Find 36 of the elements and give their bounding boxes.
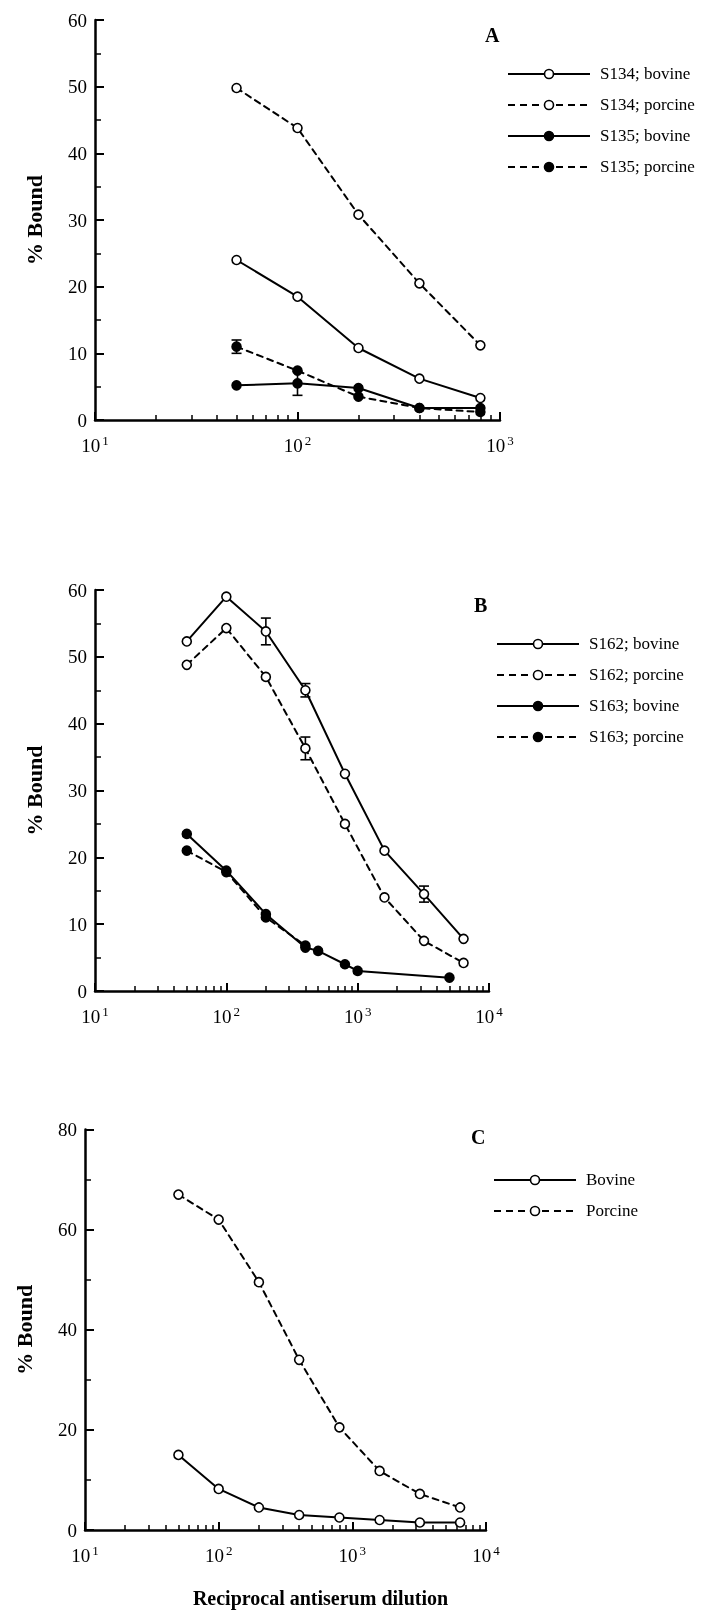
y-axis-title: % Bound xyxy=(21,175,47,265)
y-tick-label: 80 xyxy=(58,1119,77,1140)
y-tick-label: 60 xyxy=(68,9,87,31)
legend-label: S163; bovine xyxy=(589,695,680,716)
y-tick-label: 10 xyxy=(68,342,87,364)
y-tick-label: 0 xyxy=(77,409,87,431)
y-tick-label: 0 xyxy=(67,1519,77,1541)
legend-label: S134; bovine xyxy=(600,63,691,84)
legend-label: S135; porcine xyxy=(600,156,695,177)
legend-label: Porcine xyxy=(586,1200,638,1221)
chart-title: A xyxy=(485,24,500,46)
y-tick-label: 50 xyxy=(68,646,87,668)
y-tick-label: 40 xyxy=(58,1319,77,1341)
y-tick-label: 50 xyxy=(68,76,87,98)
y-tick-label: 20 xyxy=(68,846,87,868)
legend-label: S162; porcine xyxy=(589,664,684,685)
legend-label: S163; porcine xyxy=(589,726,684,747)
y-axis-title: % Bound xyxy=(21,745,47,836)
y-tick-label: 30 xyxy=(68,780,87,801)
x-axis-title: Reciprocal antiserum dilution xyxy=(192,1587,449,1610)
y-tick-label: 10 xyxy=(68,913,87,935)
y-axis-title: % Bound xyxy=(11,1284,37,1375)
y-tick-label: 40 xyxy=(68,713,87,735)
y-tick-label: 0 xyxy=(77,980,87,1002)
legend-label: S134; porcine xyxy=(600,94,695,115)
legend-label: Bovine xyxy=(586,1169,636,1190)
y-tick-label: 40 xyxy=(68,142,87,164)
y-tick-label: 60 xyxy=(58,1219,77,1241)
chart-title: B xyxy=(474,594,488,616)
legend-label: S135; bovine xyxy=(600,125,691,146)
chart-title: C xyxy=(471,1126,486,1148)
y-tick-label: 20 xyxy=(58,1419,77,1441)
legend-label: S162; bovine xyxy=(589,633,680,654)
y-tick-label: 60 xyxy=(68,579,87,601)
y-tick-label: 20 xyxy=(68,276,87,298)
y-tick-label: 30 xyxy=(68,209,87,231)
